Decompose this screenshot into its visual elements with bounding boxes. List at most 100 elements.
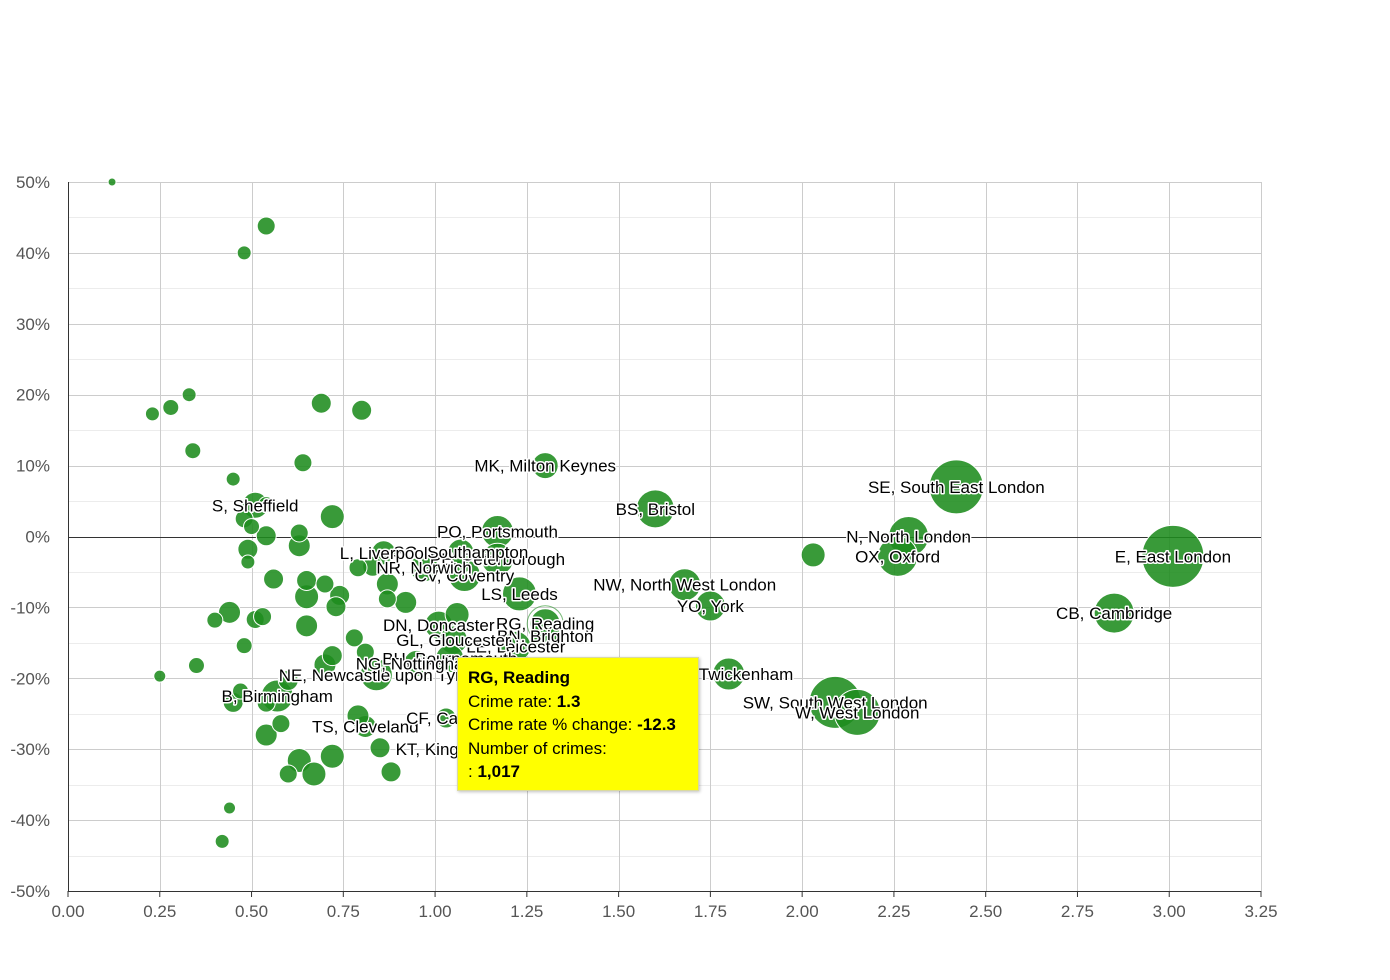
- y-tick-label: 30%: [16, 315, 50, 334]
- bubble[interactable]: [877, 535, 919, 577]
- bubble[interactable]: [800, 542, 826, 568]
- bubble-label: LS, Leeds: [481, 585, 558, 604]
- bubble[interactable]: [301, 761, 327, 787]
- bubble[interactable]: [236, 245, 252, 261]
- bubble-label: N, North London: [846, 528, 971, 547]
- bubble[interactable]: [377, 589, 397, 609]
- bubble[interactable]: [635, 489, 675, 529]
- bubble[interactable]: [325, 596, 347, 618]
- bubble-label: YO, York: [677, 597, 745, 616]
- bubble[interactable]: [315, 574, 335, 594]
- bubble[interactable]: [255, 525, 277, 547]
- bubble[interactable]: [380, 761, 402, 783]
- bubble[interactable]: [107, 177, 117, 187]
- tooltip-crime-rate: Crime rate: 1.3: [468, 690, 688, 714]
- bubble[interactable]: [444, 601, 470, 627]
- x-tick-label: 2.50: [969, 902, 1002, 921]
- bubble[interactable]: [369, 737, 391, 759]
- bubble[interactable]: [694, 590, 726, 622]
- bubble[interactable]: [256, 216, 276, 236]
- bubble[interactable]: [181, 387, 197, 403]
- bubble[interactable]: [278, 764, 298, 784]
- bubble-label: CB, Cambridge: [1056, 604, 1172, 623]
- bubble[interactable]: [243, 518, 261, 536]
- bubble[interactable]: [254, 723, 278, 747]
- x-tick-label: 1.00: [419, 902, 452, 921]
- bubble-label: RG, Reading: [496, 615, 594, 634]
- bubble[interactable]: [447, 538, 475, 566]
- bubble[interactable]: [144, 406, 160, 422]
- bubble[interactable]: [206, 611, 224, 629]
- bubble[interactable]: [833, 688, 881, 736]
- bubble[interactable]: [232, 682, 250, 700]
- bubble[interactable]: [256, 693, 276, 713]
- tooltip-crime-rate-value: 1.3: [556, 691, 581, 711]
- y-tick-label: 20%: [16, 386, 50, 405]
- x-tick-label: 0.50: [235, 902, 268, 921]
- bubble[interactable]: [480, 542, 514, 576]
- bubble-label: GL, Gloucester: [396, 631, 511, 650]
- bubble[interactable]: [346, 704, 370, 728]
- bubble[interactable]: [271, 714, 291, 734]
- bubble[interactable]: [1141, 524, 1205, 588]
- bubble[interactable]: [529, 620, 561, 652]
- bubble[interactable]: [310, 392, 332, 414]
- bubble[interactable]: [435, 707, 457, 729]
- y-tick-label: 50%: [16, 173, 50, 192]
- bubble[interactable]: [403, 649, 431, 677]
- x-tick-label: 2.00: [786, 902, 819, 921]
- bubble[interactable]: [712, 657, 746, 691]
- bubble[interactable]: [257, 496, 275, 514]
- tooltip-change: Crime rate % change: -12.3: [468, 713, 688, 737]
- bubble-label: NR, Norwich: [376, 559, 471, 578]
- bubble-label: CV, Coventry: [415, 566, 515, 585]
- bubble[interactable]: [355, 642, 375, 662]
- bubble[interactable]: [277, 669, 299, 691]
- bubble[interactable]: [1093, 592, 1135, 634]
- bubble[interactable]: [319, 504, 345, 530]
- bubble[interactable]: [344, 628, 364, 648]
- bubble[interactable]: [668, 568, 702, 602]
- bubble[interactable]: [409, 553, 439, 583]
- bubble-label: W, West London: [795, 703, 919, 722]
- bubble[interactable]: [225, 471, 241, 487]
- bubble[interactable]: [295, 614, 319, 638]
- bubbles[interactable]: [107, 177, 1205, 849]
- x-tick-label: 3.25: [1244, 902, 1277, 921]
- bubble[interactable]: [394, 590, 418, 614]
- bubble[interactable]: [293, 453, 313, 473]
- bubble-label: DN, Doncaster: [383, 616, 495, 635]
- bubble[interactable]: [359, 658, 393, 692]
- bubble-label: S, Sheffield: [212, 496, 299, 515]
- bubble[interactable]: [928, 459, 984, 515]
- bubble[interactable]: [187, 657, 205, 675]
- bubble[interactable]: [351, 399, 373, 421]
- bubble[interactable]: [502, 576, 538, 612]
- bubble[interactable]: [184, 442, 202, 460]
- bubble[interactable]: [218, 600, 242, 624]
- bubble[interactable]: [263, 568, 285, 590]
- bubble-label: NG, Nottingham: [356, 654, 478, 673]
- bubble[interactable]: [531, 452, 559, 480]
- x-tick-label: 0.75: [327, 902, 360, 921]
- bubble[interactable]: [223, 801, 237, 815]
- bubble[interactable]: [214, 833, 230, 849]
- tooltip-change-value: -12.3: [637, 715, 676, 734]
- bubble[interactable]: [153, 669, 167, 683]
- bubble[interactable]: [348, 558, 368, 578]
- bubble[interactable]: [162, 398, 180, 416]
- tooltip: RG, Reading Crime rate: 1.3 Crime rate %…: [457, 657, 699, 791]
- bubble[interactable]: [321, 645, 343, 667]
- bubble[interactable]: [240, 554, 256, 570]
- bubble-label: SO, Southampton: [393, 543, 528, 562]
- y-tick-label: -40%: [10, 811, 50, 830]
- bubble[interactable]: [289, 523, 309, 543]
- bubble[interactable]: [319, 743, 345, 769]
- bubble[interactable]: [296, 569, 318, 591]
- bubble-label: OX, Oxford: [855, 547, 940, 566]
- bubble[interactable]: [235, 637, 253, 655]
- x-tick-label: 3.00: [1153, 902, 1186, 921]
- bubble[interactable]: [253, 607, 273, 627]
- x-tick-label: 1.75: [694, 902, 727, 921]
- tooltip-crimes-value: 1,017: [477, 762, 520, 781]
